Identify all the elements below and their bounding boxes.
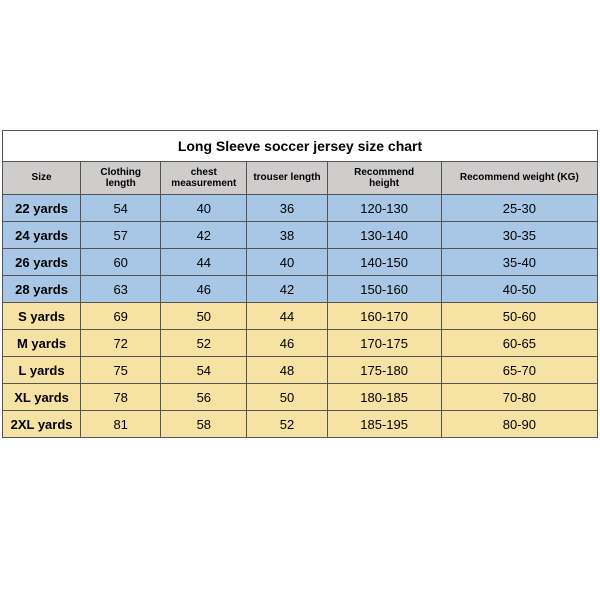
- cell-6-4: 175-180: [327, 357, 441, 384]
- cell-4-3: 44: [247, 303, 327, 330]
- cell-7-0: XL yards: [3, 384, 81, 411]
- cell-5-4: 170-175: [327, 330, 441, 357]
- cell-1-3: 38: [247, 222, 327, 249]
- table-row: XL yards785650180-18570-80: [3, 384, 598, 411]
- column-header-3: trouser length: [247, 162, 327, 195]
- title-row: Long Sleeve soccer jersey size chart: [3, 131, 598, 162]
- cell-3-3: 42: [247, 276, 327, 303]
- cell-7-3: 50: [247, 384, 327, 411]
- column-header-1: Clothinglength: [81, 162, 161, 195]
- cell-4-5: 50-60: [441, 303, 597, 330]
- cell-0-3: 36: [247, 195, 327, 222]
- cell-3-0: 28 yards: [3, 276, 81, 303]
- chart-title: Long Sleeve soccer jersey size chart: [3, 131, 598, 162]
- cell-8-5: 80-90: [441, 411, 597, 438]
- cell-7-1: 78: [81, 384, 161, 411]
- table-row: 28 yards634642150-16040-50: [3, 276, 598, 303]
- cell-8-3: 52: [247, 411, 327, 438]
- cell-2-0: 26 yards: [3, 249, 81, 276]
- cell-7-2: 56: [161, 384, 247, 411]
- size-chart-table: Long Sleeve soccer jersey size chart Siz…: [2, 130, 598, 438]
- column-header-4: Recommendheight: [327, 162, 441, 195]
- cell-0-0: 22 yards: [3, 195, 81, 222]
- cell-0-1: 54: [81, 195, 161, 222]
- cell-4-0: S yards: [3, 303, 81, 330]
- cell-7-4: 180-185: [327, 384, 441, 411]
- cell-5-1: 72: [81, 330, 161, 357]
- cell-2-2: 44: [161, 249, 247, 276]
- cell-0-4: 120-130: [327, 195, 441, 222]
- header-row: SizeClothinglengthchest measurementtrous…: [3, 162, 598, 195]
- table-row: M yards725246170-17560-65: [3, 330, 598, 357]
- cell-5-5: 60-65: [441, 330, 597, 357]
- cell-5-0: M yards: [3, 330, 81, 357]
- cell-1-4: 130-140: [327, 222, 441, 249]
- cell-6-3: 48: [247, 357, 327, 384]
- cell-2-4: 140-150: [327, 249, 441, 276]
- column-header-0: Size: [3, 162, 81, 195]
- cell-7-5: 70-80: [441, 384, 597, 411]
- cell-2-1: 60: [81, 249, 161, 276]
- cell-3-5: 40-50: [441, 276, 597, 303]
- table-body: Long Sleeve soccer jersey size chart Siz…: [3, 131, 598, 438]
- cell-5-3: 46: [247, 330, 327, 357]
- cell-8-2: 58: [161, 411, 247, 438]
- cell-2-3: 40: [247, 249, 327, 276]
- table-row: 26 yards604440140-15035-40: [3, 249, 598, 276]
- cell-4-2: 50: [161, 303, 247, 330]
- cell-4-1: 69: [81, 303, 161, 330]
- cell-3-4: 150-160: [327, 276, 441, 303]
- cell-8-1: 81: [81, 411, 161, 438]
- size-chart-wrapper: Long Sleeve soccer jersey size chart Siz…: [0, 0, 600, 438]
- table-row: 22 yards544036120-13025-30: [3, 195, 598, 222]
- cell-3-1: 63: [81, 276, 161, 303]
- table-row: 24 yards574238130-14030-35: [3, 222, 598, 249]
- cell-6-2: 54: [161, 357, 247, 384]
- cell-3-2: 46: [161, 276, 247, 303]
- cell-6-0: L yards: [3, 357, 81, 384]
- cell-2-5: 35-40: [441, 249, 597, 276]
- table-row: S yards695044160-17050-60: [3, 303, 598, 330]
- cell-8-4: 185-195: [327, 411, 441, 438]
- table-row: 2XL yards815852185-19580-90: [3, 411, 598, 438]
- column-header-5: Recommend weight (KG): [441, 162, 597, 195]
- cell-0-2: 40: [161, 195, 247, 222]
- table-row: L yards755448175-18065-70: [3, 357, 598, 384]
- cell-6-5: 65-70: [441, 357, 597, 384]
- column-header-2: chest measurement: [161, 162, 247, 195]
- cell-0-5: 25-30: [441, 195, 597, 222]
- cell-6-1: 75: [81, 357, 161, 384]
- cell-4-4: 160-170: [327, 303, 441, 330]
- cell-5-2: 52: [161, 330, 247, 357]
- cell-8-0: 2XL yards: [3, 411, 81, 438]
- cell-1-1: 57: [81, 222, 161, 249]
- cell-1-2: 42: [161, 222, 247, 249]
- cell-1-5: 30-35: [441, 222, 597, 249]
- cell-1-0: 24 yards: [3, 222, 81, 249]
